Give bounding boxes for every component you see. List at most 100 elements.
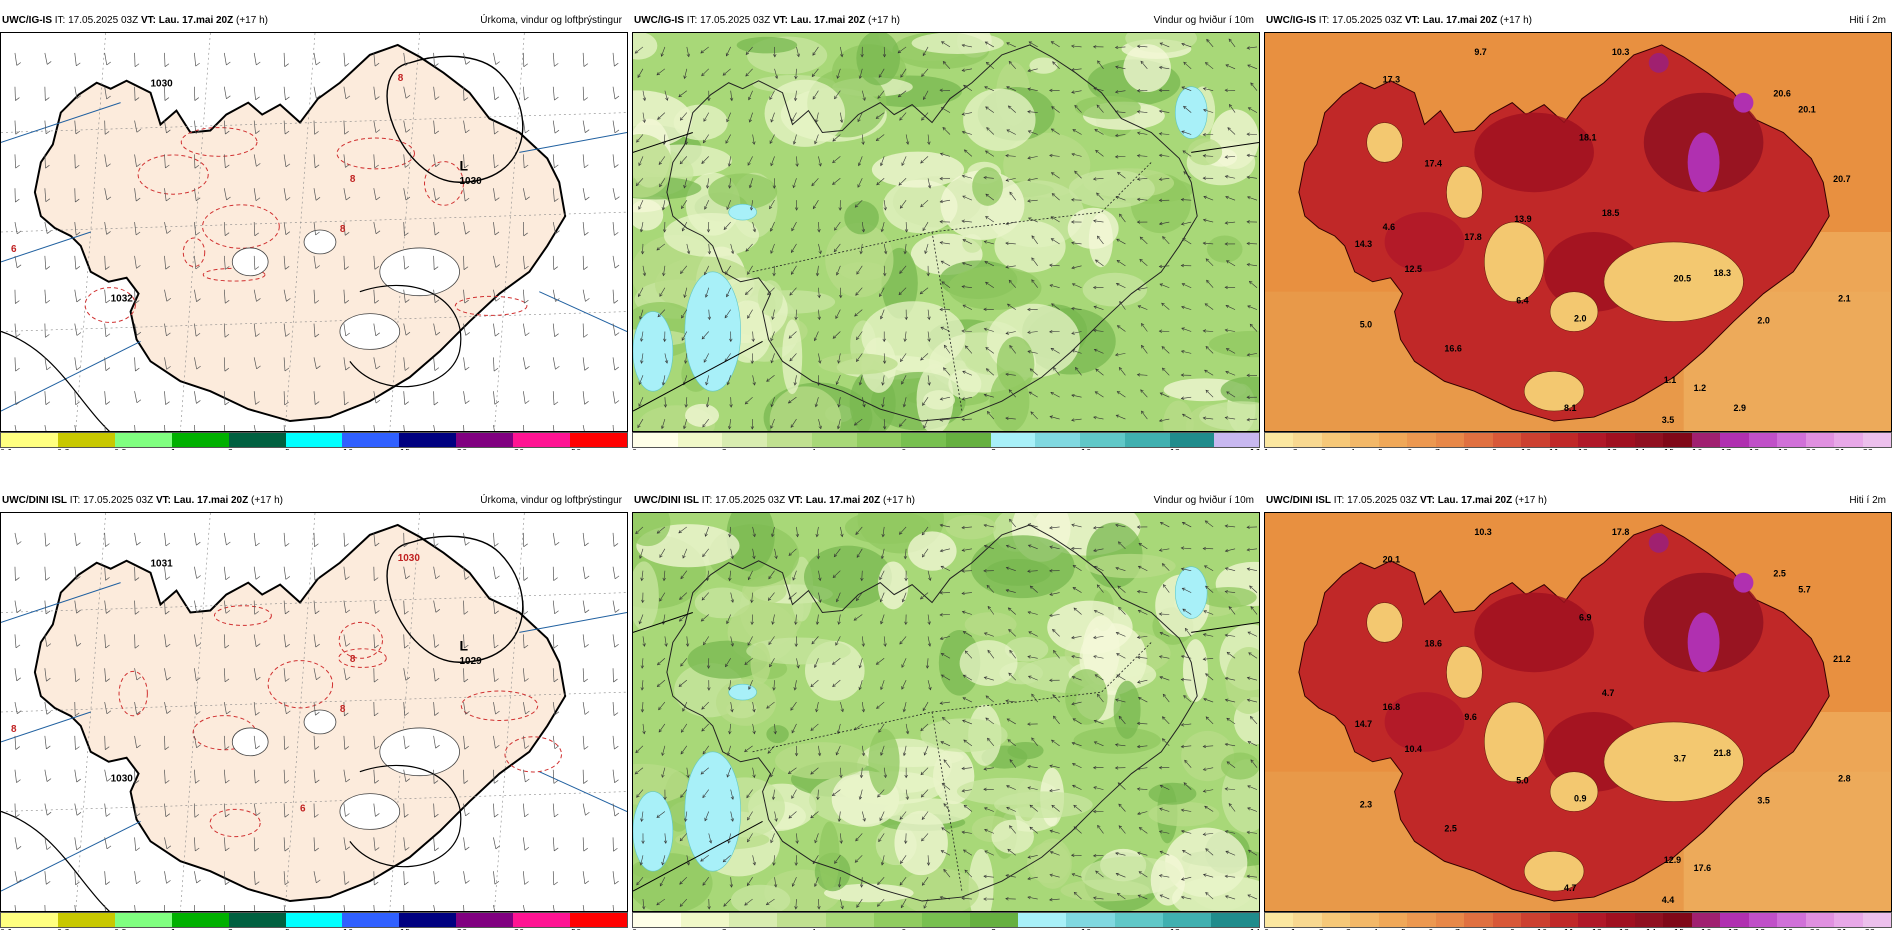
wind-arrow-icon xyxy=(728,526,732,538)
wind-arrow-icon xyxy=(1049,592,1060,596)
wind-arrow-icon xyxy=(765,898,775,906)
map-area[interactable] xyxy=(632,32,1260,432)
wind-arrow-icon xyxy=(748,680,753,690)
title-title-it-label: IT: xyxy=(1318,15,1330,26)
wind-arrow-icon xyxy=(1093,219,1104,223)
wind-barb-icon xyxy=(493,424,495,431)
wind-arrow-icon xyxy=(722,68,731,76)
wind-barb-icon xyxy=(223,566,230,581)
map-area[interactable]: L 1030 1030 1032 8 8 8 6 xyxy=(0,32,628,432)
wind-arrow-icon xyxy=(922,46,929,57)
wind-barb-icon xyxy=(582,357,589,371)
isobar-label: 1029 xyxy=(460,656,483,667)
wind-barb-icon xyxy=(582,600,590,614)
wind-arrow-icon xyxy=(859,877,864,888)
wind-barb-icon xyxy=(104,391,111,405)
wind-barb-icon xyxy=(433,289,440,303)
wind-arrow-icon xyxy=(729,90,734,102)
wind-arrow-icon xyxy=(679,592,688,600)
wind-arrow-icon xyxy=(987,737,995,747)
wind-arrow-icon xyxy=(1092,285,1104,290)
wind-barb-icon xyxy=(104,323,111,338)
wind-arrow-icon xyxy=(1204,805,1214,812)
title-title-vt: Lau. 17.mai 20Z xyxy=(1437,495,1513,506)
map-area[interactable]: 10.3 17.8 20.1 2.5 5.7 16.8 18.6 6.9 21.2 14.7 9.6… xyxy=(1264,512,1892,912)
wind-barb-icon xyxy=(493,222,500,236)
wind-arrow-icon xyxy=(942,127,951,135)
color-scale-segment xyxy=(677,433,723,447)
wind-arrow-icon xyxy=(859,243,863,255)
wind-barb-icon xyxy=(373,289,379,304)
wind-arrow-icon xyxy=(1202,873,1214,878)
wind-barb-icon xyxy=(612,357,619,371)
color-scale-tick: 5 xyxy=(1378,448,1383,450)
color-scale-tick: 12 xyxy=(1170,928,1180,930)
color-scale-segment xyxy=(633,433,678,447)
wind-arrow-icon xyxy=(1093,741,1104,747)
wind-arrow-icon xyxy=(984,86,994,91)
wind-arrow-icon xyxy=(680,745,688,755)
wind-arrow-icon xyxy=(1071,152,1082,157)
wind-barb-icon xyxy=(522,904,525,911)
wind-arrow-icon xyxy=(939,199,951,204)
map-area[interactable]: 9.7 10.3 17.3 20.6 20.1 4.6 17.4 18.1 20.7 14.3 17… xyxy=(1264,32,1892,432)
wind-barb-icon xyxy=(14,357,20,372)
title-title-it: 17.05.2025 03Z xyxy=(1332,15,1403,26)
wind-arrow-icon xyxy=(638,375,644,386)
wind-arrow-icon xyxy=(961,789,972,793)
wind-barb-icon xyxy=(104,221,111,235)
color-scale-segment xyxy=(285,913,343,927)
isobar-label: 1030 xyxy=(151,79,174,90)
color-scale-tick: 12 xyxy=(1170,448,1180,450)
wind-arrow-icon xyxy=(1158,655,1170,659)
wind-arrow-icon xyxy=(748,112,753,123)
wind-arrow-icon xyxy=(983,393,994,398)
wind-arrow-icon xyxy=(730,702,734,713)
wind-arrow-icon xyxy=(961,569,972,573)
wind-arrow-icon xyxy=(766,701,775,709)
wind-arrow-icon xyxy=(815,614,820,625)
wind-arrow-icon xyxy=(927,680,932,691)
wind-barb-icon xyxy=(164,600,170,615)
wind-arrow-icon xyxy=(1092,177,1104,181)
map-area[interactable]: L 1029 1031 1030 1030 8 8 8 6 xyxy=(0,512,628,912)
wind-arrow-icon xyxy=(924,243,929,255)
wind-arrow-icon xyxy=(789,287,797,296)
wind-barb-icon xyxy=(253,323,260,337)
color-scale-tick: 14 xyxy=(1646,928,1656,930)
wind-barb-icon xyxy=(522,532,528,548)
map-area[interactable] xyxy=(632,512,1260,912)
wind-barb-icon xyxy=(44,120,51,135)
wind-arrow-icon xyxy=(1049,788,1060,793)
wind-arrow-icon xyxy=(661,767,666,778)
wind-barb-icon xyxy=(283,391,289,406)
wind-arrow-icon xyxy=(1204,62,1214,70)
wind-arrow-icon xyxy=(684,397,688,408)
wind-arrow-icon xyxy=(817,287,821,299)
wind-barb-icon xyxy=(223,391,230,406)
wind-arrow-icon xyxy=(747,811,753,821)
isobar-label: 8 xyxy=(350,654,356,665)
wind-arrow-icon xyxy=(815,265,820,277)
color-scale-tick: 7 xyxy=(1455,928,1460,930)
wind-arrow-icon xyxy=(1224,698,1236,703)
wind-barb-icon xyxy=(343,837,350,851)
wind-arrow-icon xyxy=(1159,283,1170,288)
wind-arrow-icon xyxy=(927,178,932,189)
color-scale-segment xyxy=(1407,913,1436,927)
wind-barb-icon xyxy=(104,357,111,371)
wind-arrow-icon xyxy=(814,877,819,888)
wind-arrow-icon xyxy=(836,68,841,79)
wind-arrow-icon xyxy=(1115,851,1126,856)
wind-arrow-icon xyxy=(1071,635,1082,640)
wind-arrow-icon xyxy=(879,309,885,320)
wind-arrow-icon xyxy=(961,396,972,401)
wind-barb-icon xyxy=(522,289,529,304)
color-scale-tick: 6 xyxy=(901,448,906,450)
wind-arrow-icon xyxy=(1114,743,1126,747)
wind-barb-icon xyxy=(223,323,230,338)
wind-arrow-icon xyxy=(833,548,841,558)
wind-arrow-icon xyxy=(939,523,951,528)
temperature-label: 17.8 xyxy=(1464,232,1481,242)
wind-barb-icon xyxy=(612,566,620,580)
